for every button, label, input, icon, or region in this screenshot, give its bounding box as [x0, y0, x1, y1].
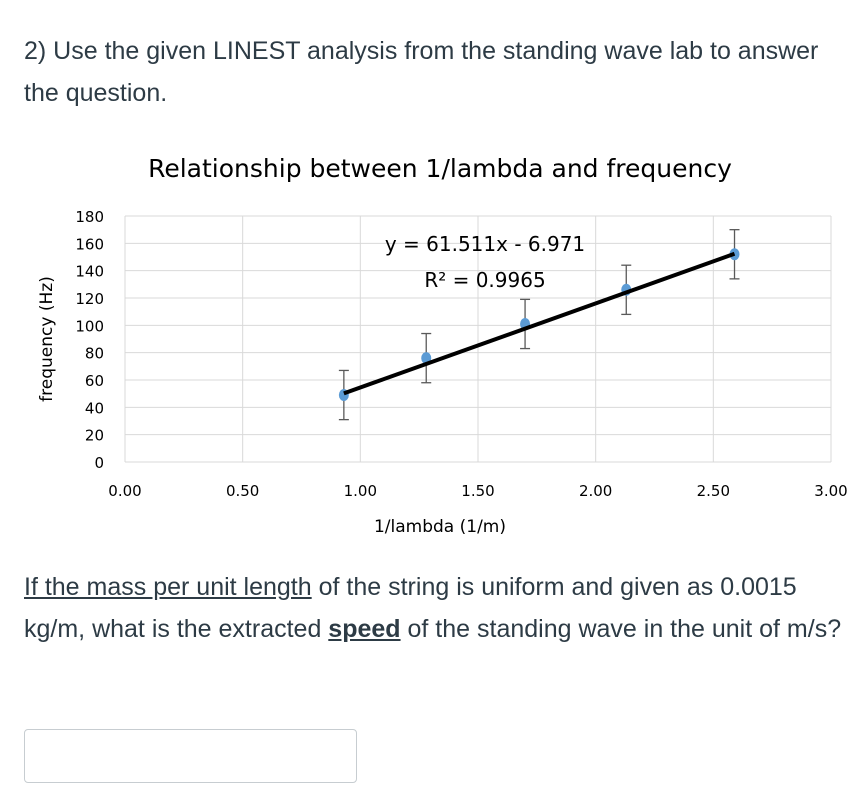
y-tick-label: 140	[75, 263, 104, 281]
x-tick-label: 0.00	[108, 482, 141, 500]
x-tick-label: 2.00	[579, 482, 612, 500]
y-tick-label: 0	[94, 454, 104, 472]
r-squared: R² = 0.9965	[424, 268, 545, 292]
x-tick-label: 1.00	[344, 482, 377, 500]
trendline	[343, 251, 736, 396]
x-tick-label: 3.00	[814, 482, 847, 500]
question-intro: 2) Use the given LINEST analysis from th…	[24, 37, 819, 107]
bold-speed: speed	[328, 615, 401, 643]
answer-input[interactable]	[24, 729, 357, 783]
question-body: If the mass per unit length of the strin…	[24, 566, 854, 650]
chart-title: Relationship between 1/lambda and freque…	[148, 154, 732, 183]
underlined-phrase: If the mass per unit length	[24, 573, 312, 601]
x-tick-label: 2.50	[697, 482, 730, 500]
y-tick-label: 160	[75, 235, 104, 253]
y-axis-label: frequency (Hz)	[37, 276, 57, 402]
chart: Relationship between 1/lambda and freque…	[37, 154, 848, 537]
y-tick-label: 80	[85, 345, 104, 363]
y-tick-label: 120	[75, 290, 104, 308]
x-axis-label: 1/lambda (1/m)	[374, 517, 506, 537]
y-tick-label: 60	[85, 372, 104, 390]
y-tick-label: 40	[85, 399, 104, 417]
y-tick-label: 180	[75, 208, 104, 226]
y-tick-label: 100	[75, 317, 104, 335]
question-text: of the string is uniform and given as 0.…	[24, 573, 797, 643]
x-tick-label: 1.50	[461, 482, 494, 500]
x-tick-label: 0.50	[226, 482, 259, 500]
question-text-end: of the standing wave in the unit of m/s?	[400, 615, 842, 643]
y-tick-label: 20	[85, 427, 104, 445]
trendline-equation: y = 61.511x - 6.971	[385, 232, 585, 256]
